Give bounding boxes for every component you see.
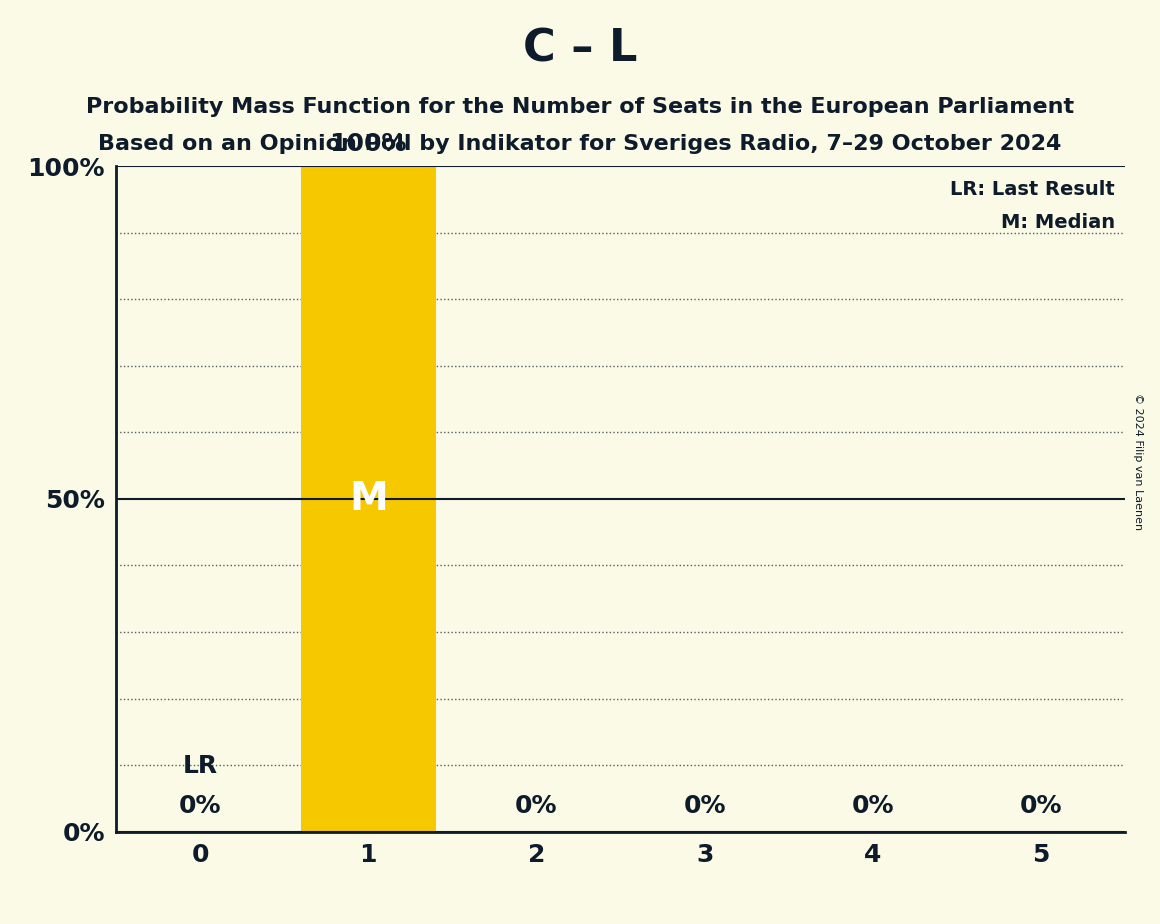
Text: 0%: 0%	[1020, 795, 1063, 819]
Text: 0%: 0%	[515, 795, 558, 819]
Text: Probability Mass Function for the Number of Seats in the European Parliament: Probability Mass Function for the Number…	[86, 97, 1074, 117]
Bar	[302, 166, 435, 832]
Text: 0%: 0%	[683, 795, 726, 819]
Text: LR: Last Result: LR: Last Result	[950, 179, 1115, 199]
Text: 0%: 0%	[179, 795, 222, 819]
Text: LR: LR	[182, 754, 218, 778]
Text: M: M	[349, 480, 387, 518]
Text: © 2024 Filip van Laenen: © 2024 Filip van Laenen	[1132, 394, 1143, 530]
Text: 100%: 100%	[329, 132, 407, 156]
Text: Based on an Opinion Poll by Indikator for Sveriges Radio, 7–29 October 2024: Based on an Opinion Poll by Indikator fo…	[99, 134, 1061, 154]
Text: M: Median: M: Median	[1001, 213, 1115, 232]
Text: C – L: C – L	[523, 28, 637, 71]
Text: 0%: 0%	[851, 795, 894, 819]
